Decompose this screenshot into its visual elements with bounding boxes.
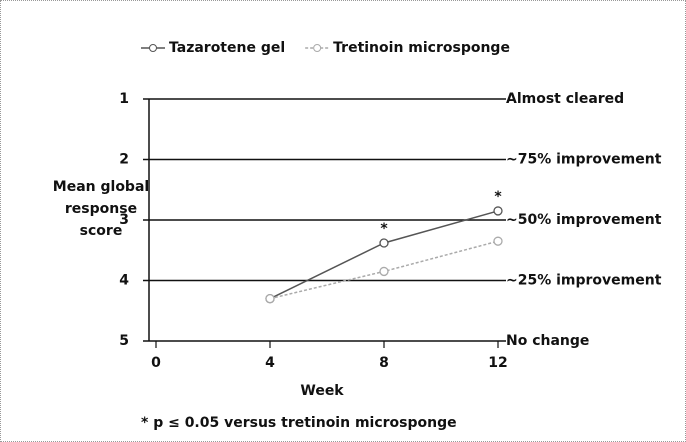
legend-marker xyxy=(149,44,157,52)
y2-tick-label: Almost cleared xyxy=(506,91,624,107)
y2-tick-label: ~25% improvement xyxy=(506,273,662,289)
legend-marker xyxy=(313,44,322,52)
y-tick-label: 2 xyxy=(119,152,129,168)
x-tick-label: 12 xyxy=(488,355,507,371)
legend-label: Tazarotene gel xyxy=(169,40,285,56)
y-tick-label: 1 xyxy=(119,91,129,107)
y-tick-label: 3 xyxy=(119,212,129,228)
marker xyxy=(493,236,503,246)
marker xyxy=(379,238,389,248)
x-tick-label: 4 xyxy=(265,355,275,371)
marker xyxy=(265,293,275,304)
y2-tick-label: ~50% improvement xyxy=(506,212,662,228)
marker xyxy=(379,266,389,277)
annotation: * xyxy=(494,189,502,205)
x-axis-label: Week xyxy=(300,383,344,399)
x-tick-label: 0 xyxy=(151,355,161,371)
footnote: * p ≤ 0.05 versus tretinoin microsponge xyxy=(141,415,457,431)
y2-tick-label: No change xyxy=(506,333,589,349)
marker xyxy=(493,206,503,216)
x-tick-label: 8 xyxy=(379,355,389,371)
y-tick-label: 5 xyxy=(119,333,129,349)
y2-tick-label: ~75% improvement xyxy=(506,152,662,168)
y-tick-label: 4 xyxy=(119,273,129,289)
legend-label: Tretinoin microsponge xyxy=(333,40,510,56)
annotation: * xyxy=(380,221,388,237)
y-axis-label: Mean global response score xyxy=(52,179,150,239)
